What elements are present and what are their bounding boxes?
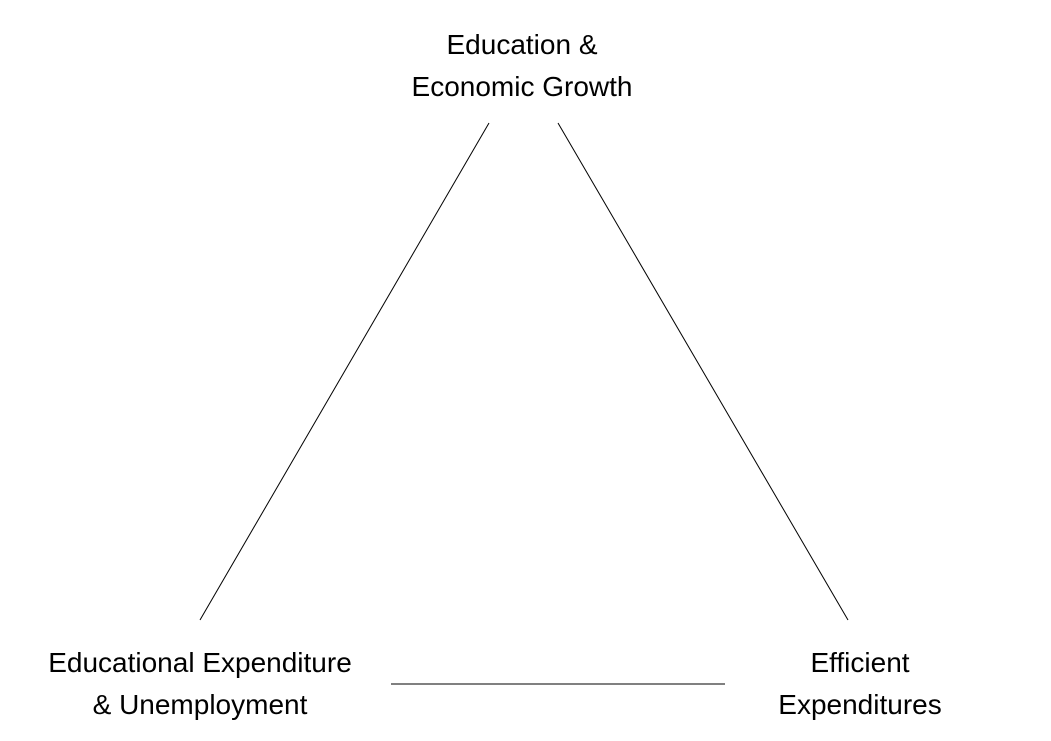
edge-top-to-right bbox=[557, 122, 849, 621]
node-top-line2: Economic Growth bbox=[411, 71, 633, 102]
node-educational-expenditure-unemployment: Educational Expenditure & Unemployment bbox=[10, 642, 390, 726]
node-education-economic-growth: Education & Economic Growth bbox=[372, 24, 672, 108]
edge-top-to-left bbox=[199, 122, 490, 621]
node-left-line2: & Unemployment bbox=[92, 689, 308, 720]
node-right-line2: Expenditures bbox=[778, 689, 942, 720]
node-efficient-expenditures: Efficient Expenditures bbox=[730, 642, 990, 726]
node-left-line1: Educational Expenditure bbox=[48, 647, 352, 678]
node-top-line1: Education & bbox=[446, 29, 598, 60]
node-right-line1: Efficient bbox=[810, 647, 910, 678]
